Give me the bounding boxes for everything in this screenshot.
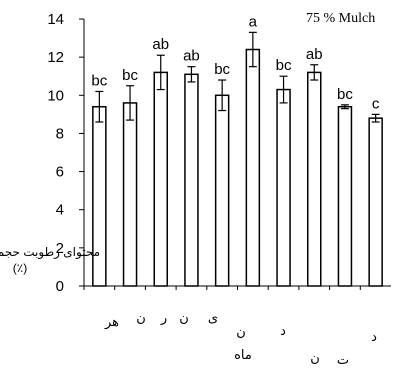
x-category-label: ر [160,310,167,326]
significance-letter: bc [337,86,353,103]
y-tick-label: 14 [47,11,64,28]
bars [92,31,383,287]
significance-letter: bc [122,67,138,84]
bar [214,94,230,287]
bar [122,102,138,287]
significance-letter: ab [152,36,169,53]
y-tick-label: 12 [47,49,64,66]
x-category-label: ن [136,310,146,325]
chart-annotation: 75 % Mulch [306,11,375,26]
y-tick-label: 0 [56,278,64,295]
bar [337,105,353,287]
y-tick-label: 10 [47,87,64,104]
bar [276,88,291,287]
y-tick-label: 8 [56,125,64,142]
bar [153,71,168,287]
x-category-label: د [280,323,286,338]
x-axis-title: ماه [234,347,252,362]
y-axis-unit: (٪) [13,261,27,275]
y-tick-label: 6 [56,164,64,181]
significance-letter: bc [91,72,107,89]
significance-letter: c [372,95,380,112]
bar [245,48,261,287]
x-category-label: ی [208,310,218,325]
y-tick-label: 2 [56,240,64,257]
y-axis-title: محتوای رطوبت حجمی خاک [0,245,100,260]
axes: 0 2 4 6 8 10 12 14 [47,11,391,295]
y-tick-label: 4 [56,202,64,219]
x-category-label: ن [179,310,189,325]
significance-letter: a [249,13,258,30]
significance-letter: bc [276,57,292,74]
x-category-label: هر [104,314,119,330]
bar [368,117,383,287]
x-category-label: ن [236,324,246,339]
significance-letter: ab [306,46,323,63]
x-category-label: ن [310,350,320,365]
x-category-label: د [371,329,377,344]
x-category-label: ت [337,352,349,367]
bar [184,73,199,287]
bar [307,71,322,287]
bar [92,105,107,287]
significance-letter: ab [183,48,200,65]
significance-letter: bc [214,61,230,78]
